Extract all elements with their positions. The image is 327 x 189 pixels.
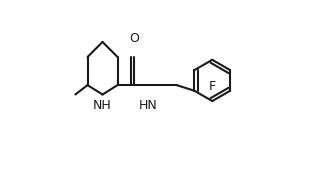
Text: F: F xyxy=(209,81,216,94)
Text: O: O xyxy=(129,32,139,45)
Text: NH: NH xyxy=(93,99,112,112)
Text: HN: HN xyxy=(139,99,158,112)
